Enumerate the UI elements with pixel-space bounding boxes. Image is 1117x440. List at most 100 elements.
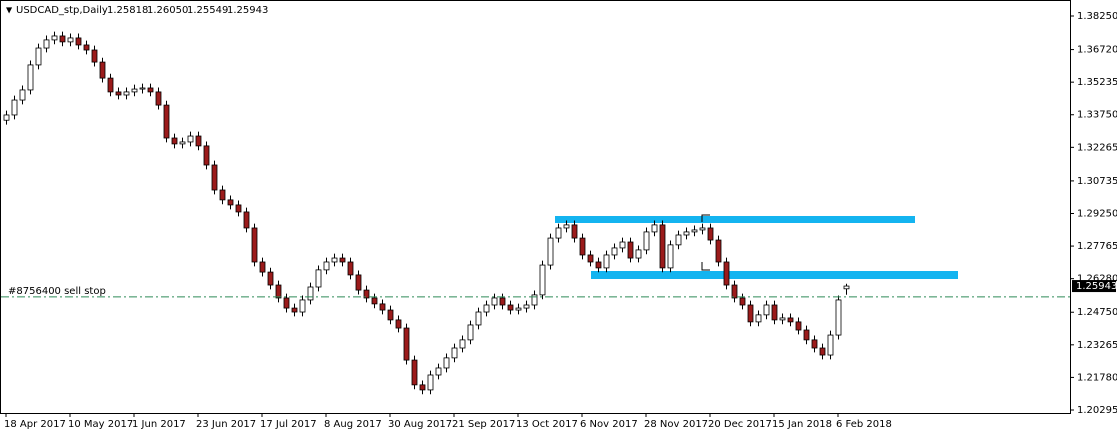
x-tick-label: 15 Jan 2018 xyxy=(772,419,832,430)
candle-body xyxy=(43,39,50,49)
candle-body xyxy=(619,241,626,249)
candle-body xyxy=(35,47,42,66)
y-tick-label: 1.32265 xyxy=(1077,142,1117,153)
candle-body xyxy=(11,99,18,116)
x-tick-label: 8 Aug 2017 xyxy=(324,419,382,430)
candle-body xyxy=(531,294,538,306)
order-label: #8756400 sell stop xyxy=(8,286,106,297)
y-tick-label: 1.35235 xyxy=(1077,77,1117,88)
candle-body xyxy=(659,224,666,269)
candle-body xyxy=(435,367,442,376)
candle-body xyxy=(771,304,778,321)
candle-body xyxy=(795,321,802,331)
candle-body xyxy=(59,35,66,43)
candle-body xyxy=(611,247,618,256)
candle-body xyxy=(171,137,178,145)
candle-body xyxy=(3,114,10,121)
candle-body xyxy=(483,304,490,313)
candle-body xyxy=(635,249,642,259)
x-tick-label: 20 Dec 2017 xyxy=(708,419,772,430)
candle-body xyxy=(251,227,258,263)
candle-body xyxy=(739,297,746,306)
plot-frame xyxy=(0,0,1071,414)
x-tick-label: 6 Nov 2017 xyxy=(580,419,638,430)
x-tick-label: 28 Nov 2017 xyxy=(644,419,708,430)
price-tag xyxy=(1072,280,1116,293)
candle-body xyxy=(467,324,474,341)
candle-body xyxy=(667,244,674,269)
candle-body xyxy=(443,357,450,369)
candle-body xyxy=(99,61,106,79)
header-close: 1.25943 xyxy=(227,5,268,16)
candle-body xyxy=(211,164,218,191)
header-arrow: ▼ xyxy=(6,6,13,15)
x-tick-label: 18 Apr 2017 xyxy=(4,419,66,430)
y-tick-label: 1.24750 xyxy=(1077,307,1117,318)
candle-body xyxy=(371,297,378,305)
candle-body xyxy=(19,89,26,101)
candle-body xyxy=(499,297,506,306)
candle-body xyxy=(723,261,730,286)
candle-body xyxy=(395,319,402,329)
candle-body xyxy=(555,227,562,239)
candle-body xyxy=(283,297,290,309)
price-tag-label: 1.25943 xyxy=(1076,281,1117,292)
x-tick-label: 17 Jul 2017 xyxy=(260,419,317,430)
candle-body xyxy=(827,334,834,356)
candle-body xyxy=(331,257,338,263)
x-tick-label: 13 Oct 2017 xyxy=(516,419,578,430)
y-tick-label: 1.27765 xyxy=(1077,241,1117,252)
candle-body xyxy=(731,284,738,299)
candle-body xyxy=(787,317,794,323)
candle-body xyxy=(51,35,58,41)
candle-body xyxy=(299,299,306,313)
candle-body xyxy=(547,237,554,266)
candle-body xyxy=(603,254,610,269)
candle-body xyxy=(27,64,34,91)
bracket xyxy=(701,214,710,271)
candle-body xyxy=(147,87,154,93)
candle-body xyxy=(403,327,410,361)
candle-body xyxy=(563,224,570,229)
candle-body xyxy=(163,104,170,139)
candle-body xyxy=(683,231,690,236)
y-tick-label: 1.30735 xyxy=(1077,176,1117,187)
candle-body xyxy=(139,87,146,90)
candle-body xyxy=(491,297,498,306)
candle-body xyxy=(347,261,354,276)
candle-body xyxy=(587,254,594,263)
candle-body xyxy=(675,234,682,246)
candle-body xyxy=(75,37,82,46)
candle-body xyxy=(195,135,202,147)
candle-body xyxy=(475,311,482,326)
candle-body xyxy=(451,347,458,359)
candle-body xyxy=(235,204,242,213)
candle-body xyxy=(819,347,826,356)
candle-body xyxy=(91,49,98,63)
candle-body xyxy=(579,237,586,256)
candle-body xyxy=(83,44,90,51)
candle-body xyxy=(107,77,114,93)
candle-body xyxy=(715,239,722,263)
candle-body xyxy=(179,141,186,145)
candle-body xyxy=(523,304,530,309)
candle-body xyxy=(227,199,234,206)
header-symbol: USDCAD_stp,Daily xyxy=(16,5,108,16)
candle-body xyxy=(539,264,546,296)
candle-body xyxy=(123,91,130,96)
candle-body xyxy=(755,314,762,323)
y-tick-label: 1.36720 xyxy=(1077,45,1117,56)
y-tick-label: 1.26280 xyxy=(1077,274,1117,285)
candle-body xyxy=(275,284,282,299)
candle-body xyxy=(515,307,522,311)
x-tick-label: 6 Feb 2018 xyxy=(836,419,892,430)
candle-body xyxy=(187,135,194,143)
candle-body xyxy=(387,309,394,321)
y-tick-label: 1.21780 xyxy=(1077,372,1117,383)
marks xyxy=(3,31,850,395)
y-tick-label: 1.23265 xyxy=(1077,340,1117,351)
candle-body xyxy=(507,304,514,311)
candle-body xyxy=(747,304,754,323)
